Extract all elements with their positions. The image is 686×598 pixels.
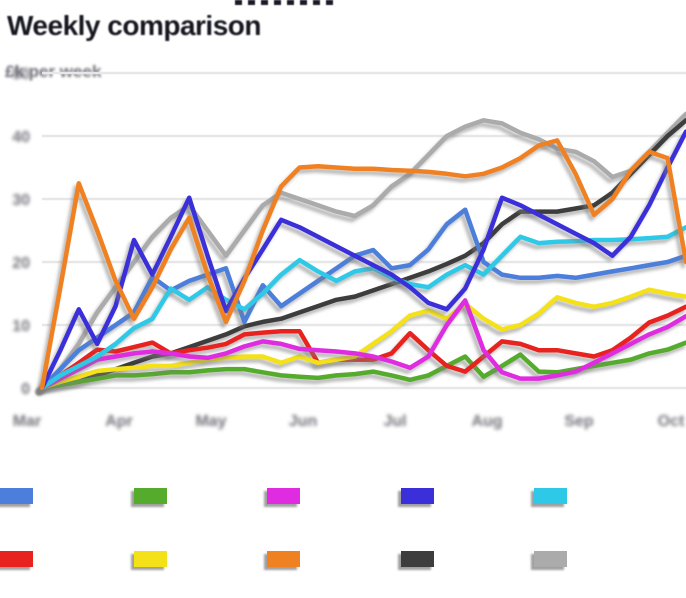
- legend-item-yellow: [133, 550, 268, 567]
- legend-swatch-dark-gray: [400, 550, 434, 567]
- x-tick-label: May: [195, 413, 226, 430]
- x-tick-label: Aug: [471, 413, 502, 430]
- legend-swatch-green: [133, 487, 167, 504]
- series-line-indigo: [39, 129, 686, 391]
- legend-item-dark-gray: [400, 550, 535, 567]
- y-tick-label: 10: [12, 318, 30, 335]
- x-tick-label: Jun: [289, 413, 317, 430]
- series-line-orange: [39, 138, 686, 391]
- legend-item-green: [133, 487, 268, 504]
- x-tick-label: Oct: [658, 413, 685, 430]
- legend-item-cyan: [534, 487, 668, 504]
- series-line-red: [39, 304, 686, 391]
- legend-item-magenta: [267, 487, 401, 504]
- legend-swatch-red: [0, 550, 33, 567]
- legend-swatch-indigo: [400, 487, 434, 504]
- series-line-cyan: [39, 225, 686, 391]
- y-tick-label: 20: [12, 255, 30, 272]
- legend-swatch-cyan: [534, 487, 567, 504]
- legend-item-red: [0, 550, 134, 567]
- x-tick-label: Jul: [383, 413, 406, 430]
- legend-swatch-blue: [0, 487, 33, 504]
- legend-swatch-magenta: [267, 487, 300, 504]
- legend-swatch-orange: [267, 550, 300, 567]
- y-tick-label: 40: [12, 129, 30, 146]
- legend-item-indigo: [400, 487, 535, 504]
- series-line-magenta: [39, 298, 686, 391]
- chart-svg: 0 10 20 30 40 50 Mar Apr May Jun Jul Aug Sep Oct: [12, 66, 686, 430]
- x-tick-label: Sep: [564, 413, 594, 430]
- x-tick-label: Mar: [13, 413, 41, 430]
- x-tick-label: Apr: [105, 413, 133, 430]
- series-line-blue: [39, 207, 686, 391]
- series-line-dark-gray: [39, 118, 686, 391]
- page-title: Weekly comparison: [7, 10, 261, 41]
- series-line-light-gray: [39, 111, 686, 391]
- y-tick-label: 0: [21, 381, 30, 398]
- legend-swatch-yellow: [133, 550, 167, 567]
- series-line-yellow: [39, 287, 686, 391]
- legend-item-orange: [267, 550, 401, 567]
- clipped-text-artifact: [235, 0, 335, 5]
- legend-item-light-gray: [534, 550, 668, 567]
- y-tick-label: 50: [12, 66, 30, 83]
- legend-item-blue: [0, 487, 134, 504]
- chart-legend: [0, 487, 668, 567]
- legend-swatch-light-gray: [534, 550, 567, 567]
- y-tick-label: 30: [12, 192, 30, 209]
- chart-subtitle: £k per week: [5, 62, 102, 81]
